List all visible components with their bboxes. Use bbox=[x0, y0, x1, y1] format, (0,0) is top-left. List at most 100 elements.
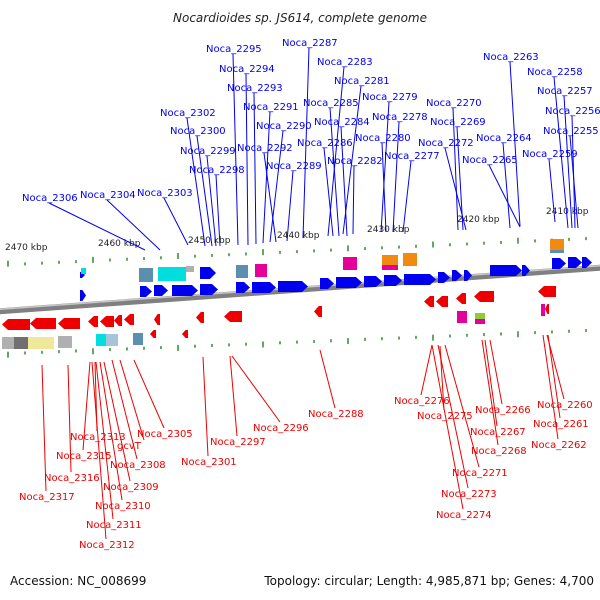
leader-line bbox=[484, 339, 498, 427]
forward-gene-arrow bbox=[490, 265, 522, 276]
reverse-gene-label: Noca_2313 bbox=[70, 432, 126, 443]
forward-gene-label: Noca_2285 bbox=[303, 98, 359, 109]
forward-gene-label: Noca_2289 bbox=[266, 161, 322, 172]
reverse-gene-label: Noca_2271 bbox=[452, 468, 508, 479]
leader-line bbox=[569, 135, 579, 229]
leader-line bbox=[302, 47, 310, 239]
genome-summary-text: Topology: circular; Length: 4,985,871 bp… bbox=[264, 574, 594, 588]
forward-gene-label: Noca_2294 bbox=[219, 64, 275, 75]
orange-feature bbox=[550, 239, 564, 250]
reverse-gene-label: Noca_2261 bbox=[533, 419, 589, 430]
steel-feature bbox=[139, 268, 153, 282]
reverse-gene-label: Noca_2276 bbox=[394, 396, 450, 407]
reverse-gene-arrow bbox=[424, 296, 434, 307]
kbp-tick-label: 2470 kbp bbox=[5, 243, 48, 253]
leader-line bbox=[196, 135, 213, 247]
kbp-tick-label: 2450 kbp bbox=[188, 236, 231, 246]
forward-gene-arrow bbox=[320, 278, 334, 289]
leader-line bbox=[553, 76, 569, 229]
reverse-gene-arrow bbox=[224, 311, 242, 322]
forward-gene-label: Noca_2292 bbox=[237, 143, 293, 154]
cyan-feature bbox=[158, 267, 186, 281]
reverse-gene-label: Noca_2266 bbox=[475, 405, 531, 416]
leader-line bbox=[437, 344, 469, 489]
leader-line bbox=[232, 53, 239, 246]
forward-gene-label: Noca_2278 bbox=[372, 112, 428, 123]
darkgray-feature bbox=[14, 337, 28, 349]
kbp-tick-label: 2460 kbp bbox=[98, 239, 141, 249]
leader-line bbox=[489, 339, 503, 405]
forward-gene-label: Noca_2287 bbox=[282, 38, 338, 49]
reverse-gene-arrow bbox=[538, 286, 556, 297]
reverse-gene-label: Noca_2305 bbox=[137, 429, 193, 440]
forward-gene-label: Noca_2279 bbox=[362, 92, 418, 103]
leader-line bbox=[186, 117, 206, 247]
leader-line bbox=[319, 349, 336, 409]
leader-line bbox=[82, 361, 91, 451]
accession-text: Accession: NC_008699 bbox=[10, 574, 147, 588]
forward-gene-label: Noca_2265 bbox=[462, 155, 518, 166]
leader-line bbox=[431, 344, 464, 510]
forward-gene-label: Noca_2304 bbox=[80, 190, 136, 201]
leader-line bbox=[548, 158, 556, 223]
leader-line bbox=[91, 361, 107, 540]
forward-gene-label: Noca_2306 bbox=[22, 193, 78, 204]
leader-line bbox=[488, 164, 521, 228]
leader-line bbox=[106, 199, 161, 251]
leader-line bbox=[245, 73, 249, 246]
forward-gene-arrow bbox=[438, 272, 450, 283]
forward-gene-label: Noca_2255 bbox=[543, 126, 599, 137]
forward-gene-arrow bbox=[278, 281, 308, 292]
leader-line bbox=[563, 95, 573, 229]
leader-line bbox=[323, 147, 334, 237]
gray-feature bbox=[186, 266, 194, 272]
leader-line bbox=[340, 126, 348, 237]
magenta-feature bbox=[255, 264, 267, 277]
forward-gene-arrow bbox=[552, 258, 566, 269]
reverse-gene-arrow bbox=[100, 316, 114, 327]
forward-gene-label: Noca_2291 bbox=[243, 102, 299, 113]
leader-line bbox=[202, 356, 209, 457]
forward-gene-label: Noca_2282 bbox=[327, 156, 383, 167]
forward-gene-label: Noca_2258 bbox=[527, 67, 583, 78]
orange-feature bbox=[382, 255, 398, 265]
leader-line bbox=[420, 344, 433, 396]
reverse-gene-label: Noca_2308 bbox=[110, 460, 166, 471]
reverse-gene-label: Noca_2260 bbox=[537, 400, 593, 411]
reverse-gene-arrow bbox=[2, 319, 30, 330]
forward-gene-arrow bbox=[384, 275, 402, 286]
leader-line bbox=[263, 152, 277, 243]
leader-line bbox=[402, 160, 412, 233]
leader-line bbox=[444, 344, 480, 468]
forward-gene-label: Noca_2277 bbox=[384, 151, 440, 162]
leader-line bbox=[231, 355, 281, 423]
leader-line bbox=[327, 66, 345, 237]
forward-gene-label: Noca_2264 bbox=[476, 133, 532, 144]
forward-gene-arrow bbox=[140, 286, 152, 297]
leader-line bbox=[48, 202, 146, 251]
leader-line bbox=[509, 61, 521, 227]
forward-gene-arrow bbox=[154, 285, 168, 296]
forward-gene-label: Noca_2300 bbox=[170, 126, 226, 137]
leader-line bbox=[352, 165, 355, 235]
reverse-gene-label: Noca_2316 bbox=[44, 473, 100, 484]
leader-line bbox=[380, 101, 390, 233]
leader-line bbox=[329, 107, 340, 237]
reverse-gene-label: Noca_2312 bbox=[79, 540, 135, 551]
scale-ticks bbox=[7, 237, 587, 358]
reverse-gene-label: Noca_2296 bbox=[253, 423, 309, 434]
kbp-tick-label: 2410 kbp bbox=[546, 207, 589, 217]
reverse-gene-arrow bbox=[114, 315, 122, 326]
reverse-gene-label: Noca_2301 bbox=[181, 457, 237, 468]
cyan-feature bbox=[96, 334, 106, 346]
forward-gene-label: Noca_2283 bbox=[317, 57, 373, 68]
reverse-gene-label: Noca_2311 bbox=[86, 520, 142, 531]
lightblue-feature bbox=[106, 334, 118, 346]
forward-gene-arrow bbox=[172, 285, 198, 296]
leader-line bbox=[444, 147, 467, 231]
forward-gene-arrow bbox=[252, 282, 276, 293]
reverse-gene-arrow bbox=[150, 330, 156, 338]
leader-line bbox=[502, 142, 511, 229]
reverse-gene-label: Noca_2315 bbox=[56, 451, 112, 462]
leader-line bbox=[133, 359, 165, 429]
